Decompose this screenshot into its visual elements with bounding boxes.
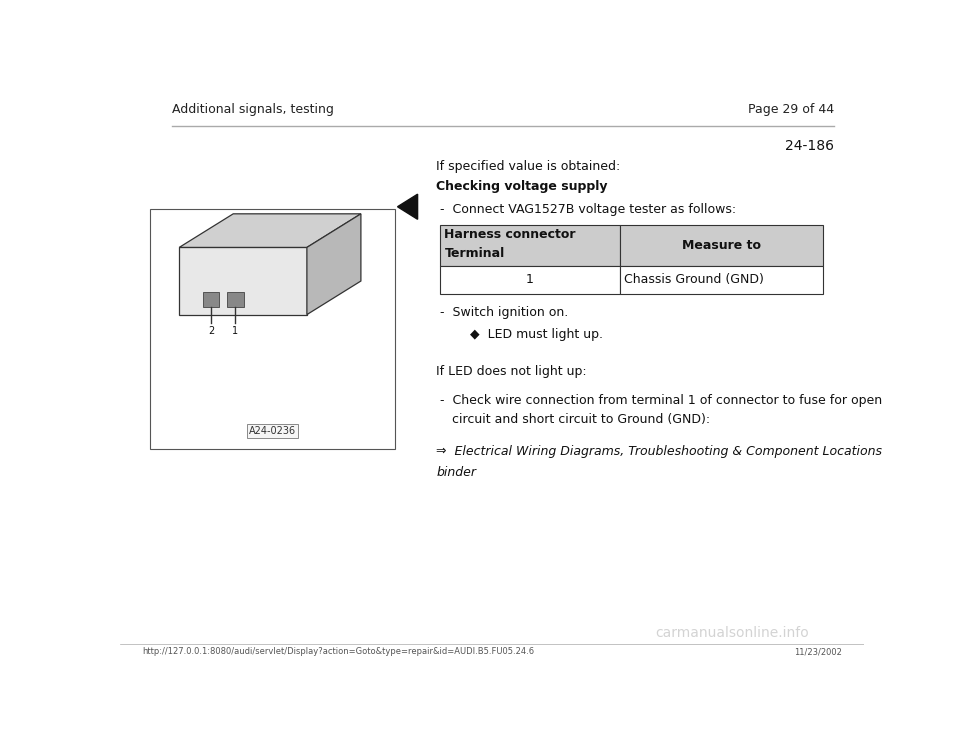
Polygon shape — [307, 214, 361, 315]
Text: -  Switch ignition on.: - Switch ignition on. — [440, 306, 568, 319]
Bar — [620, 266, 823, 294]
Text: If LED does not light up:: If LED does not light up: — [436, 365, 587, 378]
Text: Harness connector: Harness connector — [444, 229, 576, 241]
Text: Chassis Ground (GND): Chassis Ground (GND) — [624, 273, 764, 286]
Bar — [440, 266, 620, 294]
Text: 24-186: 24-186 — [785, 139, 834, 154]
Polygon shape — [180, 247, 307, 315]
Text: -  Check wire connection from terminal 1 of connector to fuse for open: - Check wire connection from terminal 1 … — [440, 393, 882, 407]
Text: http://127.0.0.1:8080/audi/servlet/Display?action=Goto&type=repair&id=AUDI.B5.FU: http://127.0.0.1:8080/audi/servlet/Displ… — [142, 647, 535, 656]
Text: Page 29 of 44: Page 29 of 44 — [748, 103, 834, 116]
Text: ◆  LED must light up.: ◆ LED must light up. — [469, 328, 603, 341]
Bar — [203, 292, 220, 306]
Text: 1: 1 — [526, 273, 534, 286]
Text: Checking voltage supply: Checking voltage supply — [436, 180, 608, 194]
Text: circuit and short circuit to Ground (GND):: circuit and short circuit to Ground (GND… — [440, 413, 710, 426]
Bar — [620, 225, 823, 266]
Polygon shape — [180, 214, 361, 247]
Text: binder: binder — [436, 465, 476, 479]
Text: Additional signals, testing: Additional signals, testing — [172, 103, 334, 116]
Text: -  Connect VAG1527B voltage tester as follows:: - Connect VAG1527B voltage tester as fol… — [440, 203, 736, 217]
Text: Measure to: Measure to — [682, 239, 761, 252]
Text: A24-0236: A24-0236 — [249, 427, 296, 436]
Bar — [228, 292, 244, 306]
Text: If specified value is obtained:: If specified value is obtained: — [436, 160, 620, 173]
Bar — [150, 209, 396, 449]
Text: Terminal: Terminal — [444, 247, 505, 260]
Polygon shape — [397, 194, 418, 220]
Text: ⇒  Electrical Wiring Diagrams, Troubleshooting & Component Locations: ⇒ Electrical Wiring Diagrams, Troublesho… — [436, 445, 882, 458]
Text: 1: 1 — [232, 326, 238, 336]
Text: 11/23/2002: 11/23/2002 — [794, 647, 842, 656]
Text: 2: 2 — [208, 326, 214, 336]
Text: carmanualsonline.info: carmanualsonline.info — [656, 626, 809, 640]
Bar — [440, 225, 620, 266]
